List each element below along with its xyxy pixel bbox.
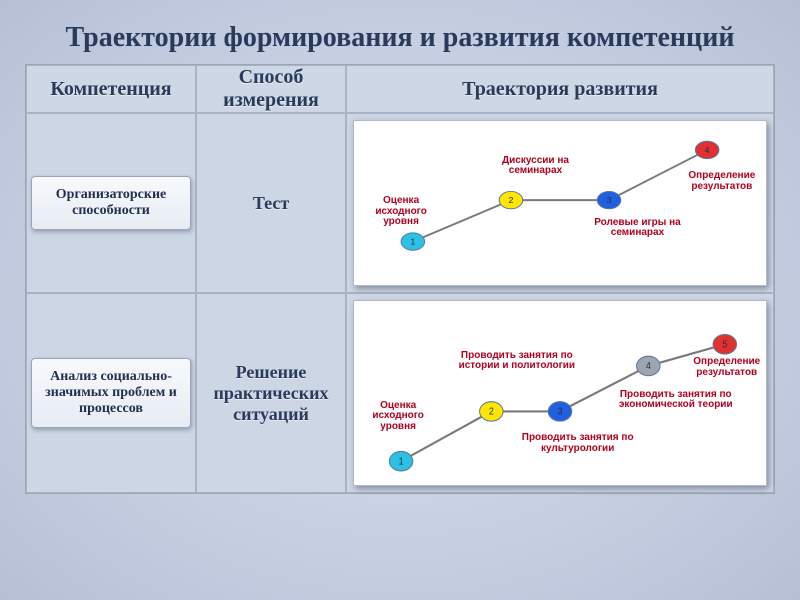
trajectory-node-number: 4 [705, 145, 710, 155]
cell-competency-1: Анализ социально-значимых проблем и проц… [26, 293, 196, 493]
page-title: Траектории формирования и развития компе… [26, 0, 775, 64]
trajectory-node-number: 2 [508, 195, 513, 205]
trajectory-node-label: Дискуссии на семинарах [482, 156, 590, 177]
trajectory-panel-1: 1 2 3 4 5 Оценка исходного уровня Проводить за… [353, 300, 767, 486]
trajectory-node-number: 1 [410, 237, 415, 247]
competency-box-1: Анализ социально-значимых проблем и проц… [31, 358, 191, 428]
trajectory-node-number: 1 [399, 456, 404, 466]
trajectory-node-label: Проводить занятия по культурологии [509, 433, 646, 454]
trajectory-node-label: Определение результатов [688, 357, 766, 378]
trajectory-node-label: Оценка исходного уровня [360, 401, 437, 433]
trajectory-node-number: 2 [489, 406, 494, 416]
trajectory-node-label: Проводить занятия по истории и политолог… [448, 351, 585, 372]
col-header-method: Способ измерения [196, 65, 346, 113]
trajectory-node-label: Оценка исходного уровня [362, 196, 440, 228]
cell-trajectory-0: 1 2 3 4 Оценка исходного уровня Дискуссии на … [346, 113, 774, 293]
trajectory-node-label: Проводить занятия по экономической теори… [607, 390, 744, 411]
col-header-trajectory: Траектория развития [346, 65, 774, 113]
trajectory-node-label: Определение результатов [678, 171, 766, 192]
trajectory-node-number: 5 [722, 339, 727, 349]
trajectory-node-label: Ролевые игры на семинарах [584, 218, 692, 239]
method-label-1: Решение практических ситуаций [201, 362, 341, 425]
competency-box-0: Организаторские способности [31, 176, 191, 230]
trajectory-node-number: 3 [558, 406, 563, 416]
cell-competency-0: Организаторские способности [26, 113, 196, 293]
col-header-competency: Компетенция [26, 65, 196, 113]
cell-trajectory-1: 1 2 3 4 5 Оценка исходного уровня Проводить за… [346, 293, 774, 493]
trajectory-node-number: 3 [607, 195, 612, 205]
cell-method-0: Тест [196, 113, 346, 293]
cell-method-1: Решение практических ситуаций [196, 293, 346, 493]
method-label-0: Тест [253, 193, 289, 214]
trajectory-panel-0: 1 2 3 4 Оценка исходного уровня Дискуссии на … [353, 120, 767, 286]
competency-table: Компетенция Способ измерения Траектория … [25, 64, 775, 494]
trajectory-node-number: 4 [646, 361, 651, 371]
